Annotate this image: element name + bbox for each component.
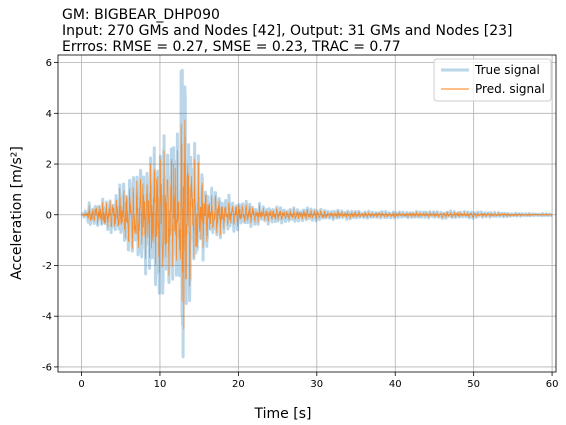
y-tick-label: 0 <box>46 210 52 221</box>
x-tick-label: 20 <box>232 379 245 390</box>
y-tick-label: 6 <box>46 58 52 69</box>
x-axis-ticks: 0 10 20 30 40 50 60 <box>78 372 558 390</box>
x-tick-label: 50 <box>467 379 480 390</box>
y-tick-label: -2 <box>42 261 52 272</box>
series-layer <box>80 68 554 359</box>
y-tick-label: -4 <box>42 312 52 323</box>
legend-pred-label: Pred. signal <box>475 82 545 96</box>
series-pred-signal-line <box>81 119 553 330</box>
y-tick-label: 4 <box>46 109 52 120</box>
x-axis-label: Time [s] <box>254 406 312 422</box>
y-tick-label: -6 <box>42 362 52 373</box>
title-line-2: Input: 270 GMs and Nodes [42], Output: 3… <box>62 23 513 39</box>
x-tick-label: 60 <box>546 379 559 390</box>
y-axis-label: Acceleration [m/s²] <box>9 146 25 280</box>
x-tick-label: 40 <box>389 379 402 390</box>
y-axis-ticks: -6 -4 -2 0 2 4 6 <box>42 58 58 373</box>
x-tick-label: 30 <box>310 379 323 390</box>
legend: True signal Pred. signal <box>433 58 552 102</box>
title-line-3: Errros: RMSE = 0.27, SMSE = 0.23, TRAC =… <box>62 39 401 55</box>
plot-frame <box>57 54 557 373</box>
x-tick-label: 0 <box>78 379 84 390</box>
legend-true-label: True signal <box>474 63 540 77</box>
legend-box <box>433 58 552 102</box>
title-line-1: GM: BIGBEAR_DHP090 <box>62 7 220 23</box>
chart-title: GM: BIGBEAR_DHP090 Input: 270 GMs and No… <box>62 7 513 55</box>
y-tick-label: 2 <box>46 160 52 171</box>
x-tick-label: 10 <box>154 379 167 390</box>
